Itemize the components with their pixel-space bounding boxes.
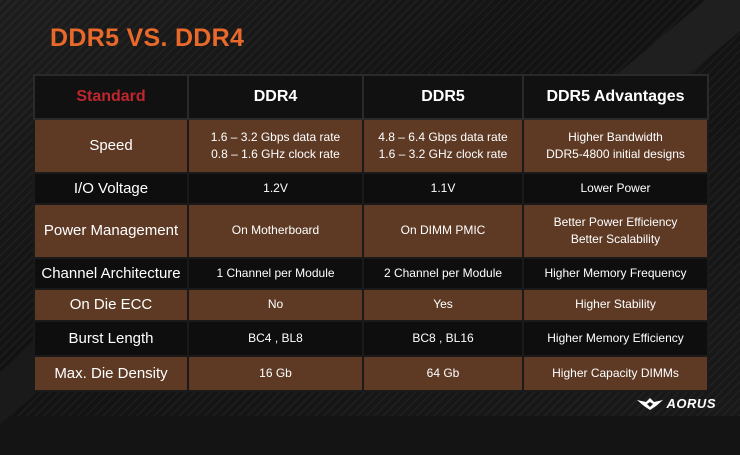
cell-line: Higher Bandwidth	[568, 129, 663, 144]
ddr4-cell: 16 Gb	[187, 355, 364, 392]
advantage-cell: Higher Memory Efficiency	[522, 320, 709, 357]
aorus-logo: AORUS	[636, 396, 716, 411]
table-row-io-voltage: I/O Voltage 1.2V 1.1V Lower Power	[33, 172, 709, 205]
header-ddr5: DDR5	[362, 74, 524, 120]
ddr5-cell: 64 Gb	[362, 355, 524, 392]
cell-line: DDR5-4800 initial designs	[546, 147, 685, 161]
table-row-burst-length: Burst Length BC4 , BL8 BC8 , BL16 Higher…	[33, 320, 709, 357]
table-header-row: Standard DDR4 DDR5 DDR5 Advantages	[33, 74, 709, 120]
header-standard: Standard	[33, 74, 189, 120]
ddr4-cell: 1.2V	[187, 172, 364, 205]
comparison-table-wrapper: Standard DDR4 DDR5 DDR5 Advantages Speed…	[33, 74, 709, 392]
row-label: Max. Die Density	[33, 355, 189, 392]
cell-line: 1.6 – 3.2 GHz clock rate	[378, 147, 508, 161]
ddr5-cell: BC8 , BL16	[362, 320, 524, 357]
cell-line: 4.8 – 6.4 Gbps data rate	[378, 129, 508, 144]
ddr5-cell: 2 Channel per Module	[362, 257, 524, 290]
table-row-max-die-density: Max. Die Density 16 Gb 64 Gb Higher Capa…	[33, 355, 709, 392]
advantage-cell: Higher Capacity DIMMs	[522, 355, 709, 392]
row-label: Channel Architecture	[33, 257, 189, 290]
ddr5-cell: On DIMM PMIC	[362, 203, 524, 259]
ddr4-cell: 1 Channel per Module	[187, 257, 364, 290]
advantage-cell: Higher Bandwidth DDR5-4800 initial desig…	[522, 118, 709, 174]
ddr4-cell: 1.6 – 3.2 Gbps data rate 0.8 – 1.6 GHz c…	[187, 118, 364, 174]
ddr5-cell: 1.1V	[362, 172, 524, 205]
advantage-cell: Higher Memory Frequency	[522, 257, 709, 290]
header-ddr5-advantages: DDR5 Advantages	[522, 74, 709, 120]
slide-title: DDR5 VS. DDR4	[50, 24, 245, 52]
aorus-eagle-icon	[636, 397, 663, 410]
advantage-cell: Higher Stability	[522, 288, 709, 322]
comparison-table: Standard DDR4 DDR5 DDR5 Advantages Speed…	[33, 74, 709, 392]
ddr5-cell: Yes	[362, 288, 524, 322]
cell-line: 0.8 – 1.6 GHz clock rate	[211, 147, 340, 161]
table-row-channel-architecture: Channel Architecture 1 Channel per Modul…	[33, 257, 709, 290]
ddr4-cell: No	[187, 288, 364, 322]
ddr4-cell: BC4 , BL8	[187, 320, 364, 357]
table-row-on-die-ecc: On Die ECC No Yes Higher Stability	[33, 288, 709, 322]
ddr4-cell: On Motherboard	[187, 203, 364, 259]
header-ddr4: DDR4	[187, 74, 364, 120]
advantage-cell: Better Power Efficiency Better Scalabili…	[522, 203, 709, 259]
cell-line: 1.6 – 3.2 Gbps data rate	[210, 129, 341, 144]
row-label: Burst Length	[33, 320, 189, 357]
advantage-cell: Lower Power	[522, 172, 709, 205]
cell-line: Better Scalability	[570, 232, 661, 246]
row-label: On Die ECC	[33, 288, 189, 322]
table-row-speed: Speed 1.6 – 3.2 Gbps data rate 0.8 – 1.6…	[33, 118, 709, 174]
ddr5-cell: 4.8 – 6.4 Gbps data rate 1.6 – 3.2 GHz c…	[362, 118, 524, 174]
row-label: Power Management	[33, 203, 189, 259]
aorus-logo-text: AORUS	[666, 396, 716, 411]
cell-line: Better Power Efficiency	[553, 214, 678, 229]
table-row-power-management: Power Management On Motherboard On DIMM …	[33, 203, 709, 259]
row-label: I/O Voltage	[33, 172, 189, 205]
row-label: Speed	[33, 118, 189, 174]
